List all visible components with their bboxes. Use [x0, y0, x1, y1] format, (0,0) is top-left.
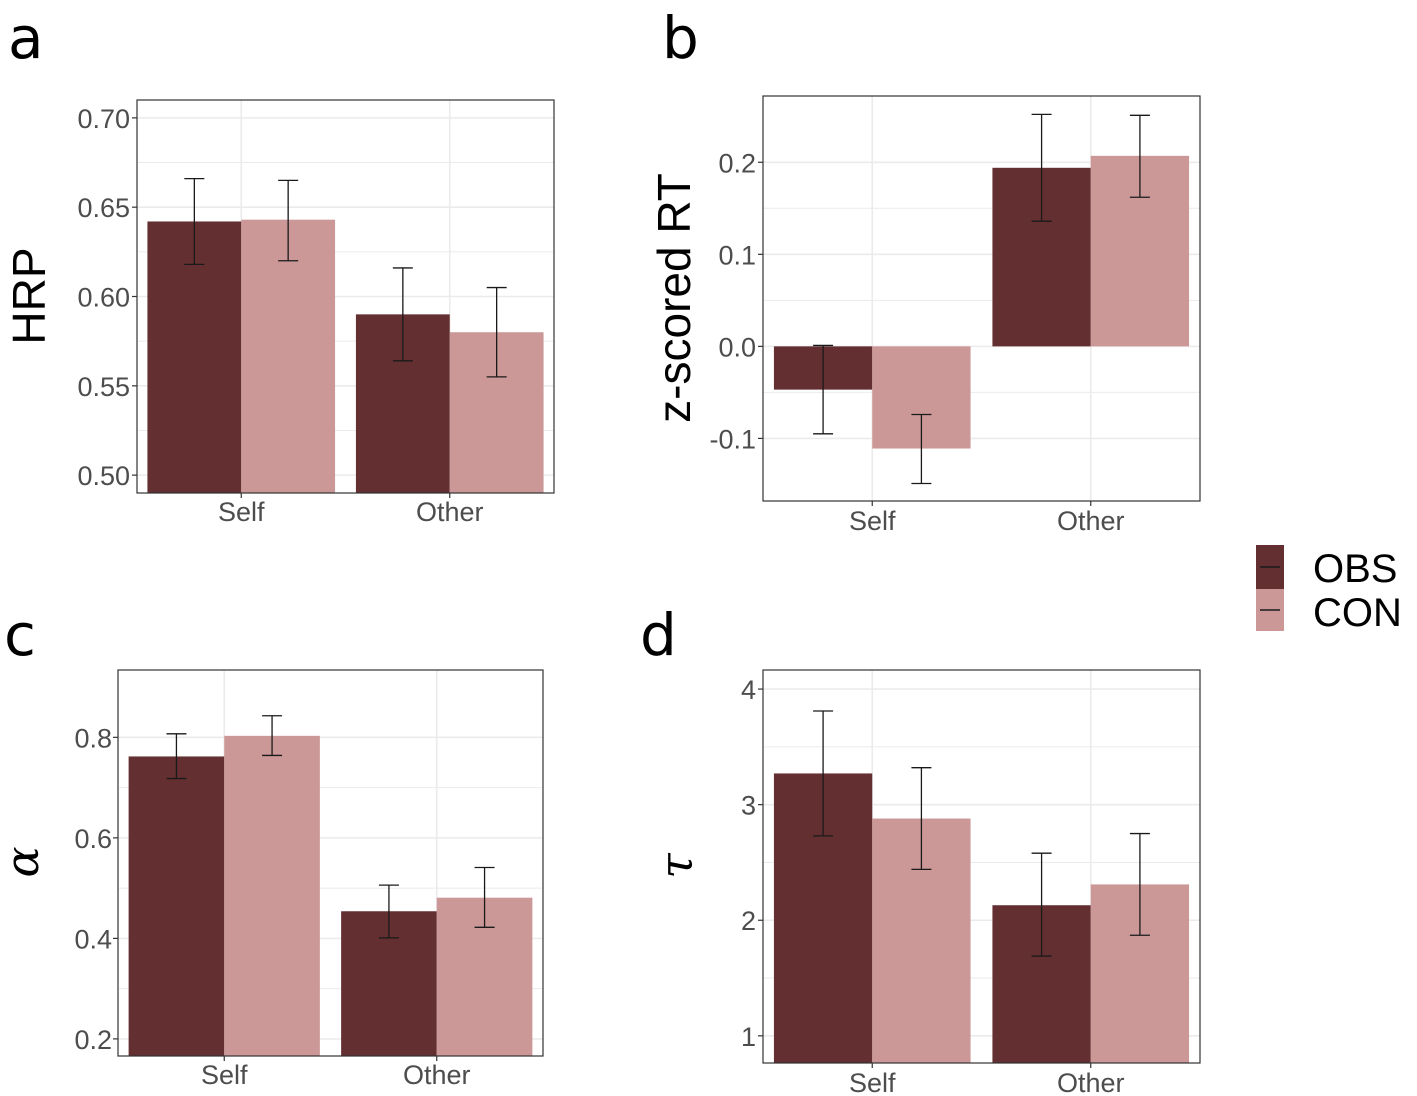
- y-tick-label: 0.50: [77, 461, 130, 491]
- panel-letter-b: b: [662, 4, 699, 72]
- legend-label-con: CON: [1313, 591, 1402, 635]
- y-tick-label: 0.65: [77, 193, 130, 223]
- errorbar-obs-self: [184, 177, 205, 265]
- y-tick-label: 1: [741, 1022, 756, 1052]
- y-tick-label: 0.1: [718, 240, 756, 270]
- panel-letter-c: c: [4, 601, 36, 669]
- y-axis-label: τ: [649, 852, 703, 879]
- y-tick-label: 2: [741, 906, 756, 936]
- errorbar-obs-self: [813, 344, 834, 435]
- y-tick-label: 0.0: [718, 332, 756, 362]
- errorbar-con-self: [911, 413, 932, 485]
- errorbar-con-other: [486, 286, 507, 378]
- errorbar-con-other: [1129, 832, 1150, 936]
- plot-frame: [117, 669, 544, 1057]
- y-tick-label: 3: [741, 791, 756, 821]
- y-tick-label: 0.2: [74, 1025, 112, 1055]
- y-tick-label: 4: [741, 675, 756, 705]
- chart-d: 1 2 3 4 Self Other τ: [649, 669, 1201, 1096]
- bar-con-self: [241, 219, 336, 493]
- y-axis-label: HRP: [3, 247, 55, 344]
- bar-obs-self: [147, 221, 242, 494]
- x-category-label: Other: [403, 1060, 471, 1090]
- x-category-label: Self: [849, 506, 896, 536]
- y-tick-label: -0.1: [709, 424, 756, 454]
- legend: OBS CON: [1256, 545, 1402, 635]
- errorbar-obs-other: [392, 267, 413, 362]
- panel-letter-d: d: [640, 601, 677, 669]
- y-tick-label: 0.2: [718, 148, 756, 178]
- x-category-label: Self: [218, 497, 265, 527]
- chart-c: 0.2 0.4 0.6 0.8 Self Other α: [0, 669, 544, 1090]
- errorbar-con-self: [911, 767, 932, 871]
- errorbar-con-other: [1129, 114, 1150, 198]
- y-tick-label: 0.6: [74, 824, 112, 854]
- x-category-label: Self: [201, 1060, 248, 1090]
- bar-obs-self: [128, 756, 225, 1056]
- plot-frame: [762, 669, 1201, 1064]
- errorbar-con-self: [262, 715, 283, 757]
- chart-a: 0.50 0.55 0.60 0.65 0.70 Self Other HRP: [3, 99, 555, 527]
- x-category-label: Other: [416, 497, 484, 527]
- x-category-label: Self: [849, 1068, 896, 1096]
- errorbar-obs-other: [1031, 113, 1052, 222]
- errorbar-obs-self: [166, 733, 187, 780]
- errorbar-obs-self: [813, 710, 834, 837]
- y-tick-label: 0.60: [77, 283, 130, 313]
- y-tick-label: 0.70: [77, 104, 130, 134]
- bar-con-self: [224, 735, 320, 1056]
- x-category-label: Other: [1057, 506, 1125, 536]
- errorbar-con-other: [474, 866, 495, 928]
- errorbar-obs-other: [378, 884, 399, 939]
- errorbar-con-self: [278, 179, 299, 262]
- legend-label-obs: OBS: [1313, 547, 1397, 591]
- chart-b: -0.1 0.0 0.1 0.2 Self Other z-scored RT: [648, 95, 1201, 536]
- y-axis-label: α: [0, 846, 49, 877]
- y-axis-label: z-scored RT: [648, 173, 700, 423]
- y-tick-label: 0.55: [77, 372, 130, 402]
- y-tick-label: 0.4: [74, 924, 112, 954]
- plot-frame: [762, 95, 1201, 502]
- x-category-label: Other: [1057, 1068, 1125, 1096]
- errorbar-obs-other: [1031, 852, 1052, 957]
- y-tick-label: 0.8: [74, 723, 112, 753]
- panel-letter-a: a: [8, 4, 44, 72]
